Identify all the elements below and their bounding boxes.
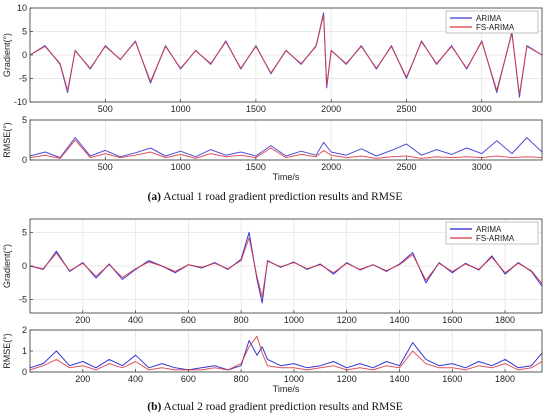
x-tick-label: 1400 bbox=[389, 315, 409, 325]
panel-b-top: 200 400 600 800 1000 1200 1400 1600 1800 -5 0 5 Grad… bbox=[2, 218, 543, 325]
x-axis-label: Time/s bbox=[273, 172, 300, 182]
y-tick-label: 2 bbox=[22, 325, 27, 335]
caption-b-text: Actual 2 road gradient prediction result… bbox=[163, 401, 403, 413]
legend-label: ARIMA bbox=[476, 225, 502, 234]
x-tick-label: 200 bbox=[75, 374, 90, 384]
plot-frame bbox=[29, 119, 543, 161]
y-tick-label: -5 bbox=[19, 74, 27, 84]
y-tick-label: 5 bbox=[22, 115, 27, 125]
x-tick-label: 1000 bbox=[171, 104, 191, 114]
x-tick-label: 2500 bbox=[396, 104, 416, 114]
caption-b: (b) Actual 2 road gradient prediction re… bbox=[0, 401, 550, 413]
plot-area bbox=[30, 120, 542, 160]
x-axis-label: Time/s bbox=[273, 384, 300, 394]
y-tick-label: -5 bbox=[19, 295, 27, 305]
x-tick-label: 1000 bbox=[171, 162, 191, 172]
x-tick-label: 1000 bbox=[284, 315, 304, 325]
x-tick-label: 1500 bbox=[246, 104, 266, 114]
x-tick-label: 1600 bbox=[442, 374, 462, 384]
y-tick-label: 0 bbox=[22, 261, 27, 271]
y-tick-label: 5 bbox=[22, 27, 27, 37]
x-tick-label: 800 bbox=[234, 374, 249, 384]
series-line-arima bbox=[29, 137, 543, 159]
caption-a: (a) Actual 1 road gradient prediction re… bbox=[0, 191, 550, 203]
series-line-fs-arima bbox=[29, 14, 543, 95]
panel-b-bottom: 200 400 600 800 1000 1200 1400 1600 1800 0 1 2 RMSE(… bbox=[2, 325, 543, 394]
x-tick-label: 2000 bbox=[321, 162, 341, 172]
x-tick-label: 500 bbox=[98, 162, 113, 172]
y-axis-label: RMSE(°) bbox=[2, 122, 12, 158]
series-line-fs-arima bbox=[29, 335, 543, 371]
caption-b-label: (b) bbox=[147, 401, 162, 413]
x-tick-label: 1600 bbox=[442, 315, 462, 325]
legend-label: FS-ARIMA bbox=[476, 234, 515, 243]
x-tick-label: 1500 bbox=[246, 162, 266, 172]
x-tick-label: 200 bbox=[75, 315, 90, 325]
x-tick-label: 1200 bbox=[337, 315, 357, 325]
y-tick-label: 1 bbox=[22, 346, 27, 356]
y-tick-label: 0 bbox=[22, 367, 27, 377]
x-tick-label: 800 bbox=[234, 315, 249, 325]
y-tick-label: 10 bbox=[17, 3, 27, 13]
caption-a-label: (a) bbox=[147, 191, 161, 203]
x-tick-label: 600 bbox=[181, 315, 196, 325]
panel-a-top: 500 1000 1500 2000 2500 3000 -10 -5 0 5 10 Gradient… bbox=[2, 3, 543, 114]
panels-group: 500 1000 1500 2000 2500 3000-10-50510Gradient… bbox=[2, 3, 543, 394]
x-tick-label: 1800 bbox=[495, 374, 515, 384]
series-line-fs-arima bbox=[29, 139, 543, 159]
panel-a-bottom: 500 1000 1500 2000 2500 3000 0 5 RMSE(°) Time/s bbox=[2, 115, 543, 182]
x-tick-label: 400 bbox=[128, 315, 143, 325]
x-tick-label: 1000 bbox=[284, 374, 304, 384]
y-axis-label: RMSE(°) bbox=[2, 333, 12, 369]
y-tick-label: -10 bbox=[14, 97, 27, 107]
x-tick-label: 400 bbox=[128, 374, 143, 384]
x-tick-label: 3000 bbox=[472, 104, 492, 114]
y-tick-label: 0 bbox=[22, 155, 27, 165]
y-axis-label: Gradient(°) bbox=[2, 244, 12, 288]
x-tick-label: 3000 bbox=[472, 162, 492, 172]
y-tick-label: 5 bbox=[22, 227, 27, 237]
x-tick-label: 600 bbox=[181, 374, 196, 384]
x-tick-label: 1200 bbox=[337, 374, 357, 384]
caption-a-text: Actual 1 road gradient prediction result… bbox=[163, 191, 403, 203]
series-line-arima bbox=[29, 340, 543, 371]
legend-label: ARIMA bbox=[476, 14, 502, 23]
x-tick-label: 1400 bbox=[389, 374, 409, 384]
y-tick-label: 0 bbox=[22, 50, 27, 60]
series-line-fs-arima bbox=[29, 237, 543, 298]
x-tick-label: 2000 bbox=[321, 104, 341, 114]
x-tick-label: 500 bbox=[98, 104, 113, 114]
legend-label: FS-ARIMA bbox=[476, 23, 515, 32]
x-tick-label: 1800 bbox=[495, 315, 515, 325]
y-axis-label: Gradient(°) bbox=[2, 33, 12, 77]
x-tick-label: 2500 bbox=[396, 162, 416, 172]
